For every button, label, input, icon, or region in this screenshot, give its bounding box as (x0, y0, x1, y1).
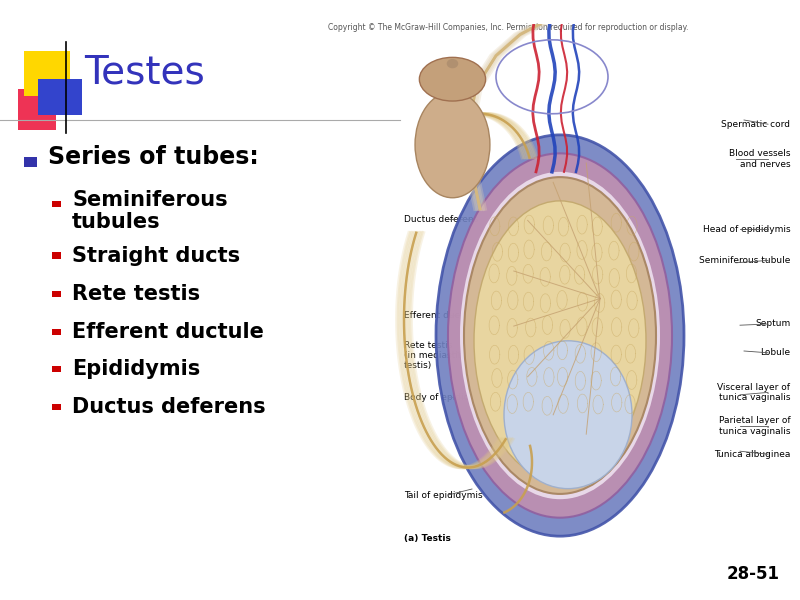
FancyBboxPatch shape (18, 89, 56, 130)
Text: Copyright © The McGraw-Hill Companies, Inc. Permission required for reproduction: Copyright © The McGraw-Hill Companies, I… (328, 23, 688, 32)
FancyBboxPatch shape (24, 157, 37, 167)
Text: Efferent ductule: Efferent ductule (72, 322, 264, 342)
Text: Tail of epididymis: Tail of epididymis (404, 491, 482, 499)
Ellipse shape (446, 59, 458, 68)
Text: Series of tubes:: Series of tubes: (48, 145, 258, 169)
Ellipse shape (419, 58, 486, 101)
Ellipse shape (415, 92, 490, 198)
Ellipse shape (464, 177, 656, 494)
Text: Efferent ductule: Efferent ductule (404, 311, 478, 319)
Ellipse shape (436, 135, 684, 536)
Text: 28-51: 28-51 (727, 565, 780, 583)
Text: Epididymis: Epididymis (72, 359, 200, 379)
FancyBboxPatch shape (52, 365, 61, 372)
Text: Septum: Septum (755, 319, 790, 329)
Text: Testes: Testes (84, 53, 205, 91)
FancyBboxPatch shape (52, 329, 61, 335)
FancyBboxPatch shape (52, 290, 61, 297)
Text: Rete testis
(in mediastinum
testis): Rete testis (in mediastinum testis) (404, 341, 478, 370)
FancyBboxPatch shape (52, 403, 61, 410)
Text: Straight ducts: Straight ducts (72, 245, 240, 266)
FancyBboxPatch shape (24, 51, 70, 96)
FancyBboxPatch shape (52, 200, 61, 207)
Text: Seminiferous tubule: Seminiferous tubule (699, 256, 790, 265)
Text: (a) Testis: (a) Testis (404, 535, 451, 544)
Text: Rete testis: Rete testis (72, 284, 200, 304)
FancyBboxPatch shape (38, 79, 82, 115)
Text: Body of epididymis: Body of epididymis (404, 392, 490, 402)
FancyBboxPatch shape (52, 252, 61, 259)
Ellipse shape (504, 341, 632, 488)
Text: Head of epididymis: Head of epididymis (702, 224, 790, 233)
Text: Blood vessels
and nerves: Blood vessels and nerves (729, 149, 790, 169)
Text: Seminiferous
tubules: Seminiferous tubules (72, 190, 228, 232)
Text: Tunica albuginea: Tunica albuginea (714, 450, 790, 458)
Text: Visceral layer of
tunica vaginalis: Visceral layer of tunica vaginalis (718, 383, 790, 402)
Text: Spermatic cord: Spermatic cord (722, 119, 790, 128)
Text: Parietal layer of
tunica vaginalis: Parietal layer of tunica vaginalis (718, 416, 790, 436)
Text: Ductus deferens: Ductus deferens (404, 214, 478, 223)
Text: Ductus deferens: Ductus deferens (72, 397, 266, 417)
Ellipse shape (460, 172, 660, 499)
Ellipse shape (448, 154, 672, 518)
Ellipse shape (474, 201, 646, 481)
Text: Lobule: Lobule (760, 348, 790, 357)
